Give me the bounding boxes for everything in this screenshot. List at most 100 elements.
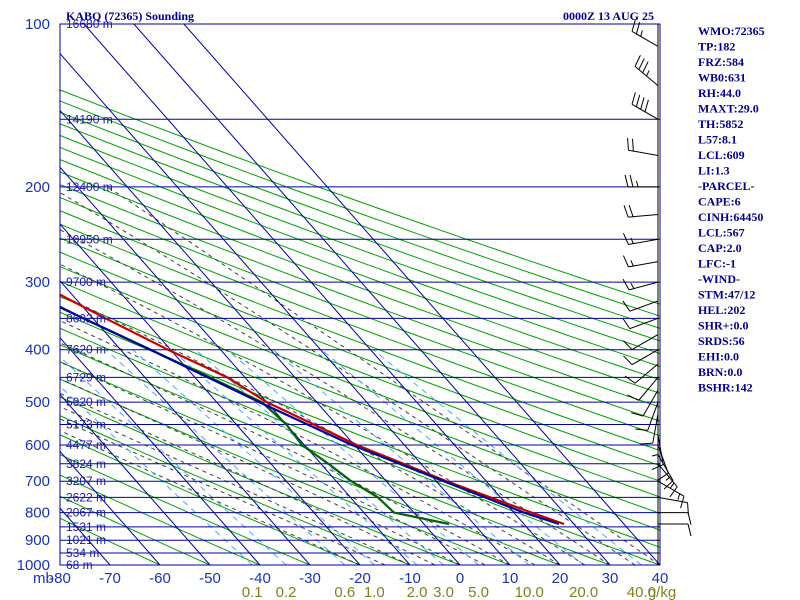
wind-barb-staff [652, 413, 659, 444]
pressure-tick-label: 900 [25, 532, 50, 549]
wind-barb-staff [629, 317, 659, 330]
moist-adiabat-line [60, 418, 386, 565]
sounding-traces [60, 293, 565, 526]
index-entry: STM:47/12 [698, 288, 755, 302]
isotherm-line [183, 24, 660, 565]
wind-barb [631, 19, 659, 47]
wind-barb-feather [640, 97, 645, 110]
wind-barb-feather [631, 19, 636, 32]
index-entry: EHI:0.0 [698, 350, 739, 364]
wind-barb-half-feather [630, 282, 635, 289]
wind-barb-feather [644, 99, 649, 112]
index-entry: CAP:2.0 [698, 241, 742, 255]
wind-barb-feather [622, 278, 630, 291]
isotherm-line [60, 450, 161, 565]
wind-barb-feather [622, 255, 629, 268]
index-entry: FRZ:584 [698, 55, 744, 69]
wind-barb [658, 512, 692, 525]
wind-barb [624, 174, 658, 188]
height-tick-label: 3207 m [66, 474, 106, 488]
wind-barb-staff [634, 363, 659, 384]
pressure-tick-label: 400 [25, 342, 50, 359]
height-tick-label: 6729 m [66, 370, 106, 384]
wind-barb-feather [687, 523, 692, 537]
pressure-tick-label: 700 [25, 473, 50, 490]
wind-barb-feather [687, 512, 692, 525]
mixing-ratio-tick-label: 2.0 [407, 584, 428, 600]
wind-barb-half-feather [651, 454, 659, 457]
isotherm-line [83, 24, 561, 565]
moist-adiabat-line [60, 361, 486, 565]
wind-barb-feather [638, 58, 645, 70]
moist-adiabat-line [60, 378, 461, 565]
wind-barb-feather [629, 174, 634, 187]
index-entry: RH:44.0 [698, 86, 741, 100]
pressure-tick-label: 200 [25, 179, 50, 196]
wind-barb-feather [651, 464, 664, 471]
temperature-tick-label: -40 [249, 570, 271, 587]
wind-barb-feather [622, 318, 631, 329]
height-tick-label: 1021 m [66, 533, 106, 547]
wind-barb-feather [631, 92, 636, 105]
index-entry: L57:8.1 [698, 133, 737, 147]
index-entry: SRDS:56 [698, 334, 745, 348]
temperature-tick-label: 10 [502, 570, 519, 587]
temperature-tick-label: 20 [552, 570, 569, 587]
index-entry: TP:182 [698, 40, 735, 54]
wind-barb-staff [631, 334, 659, 350]
pressure-tick-label: 800 [25, 505, 50, 522]
wind-barb [627, 377, 659, 401]
index-entry: -WIND- [698, 272, 740, 286]
temperature-tick-label: -60 [149, 570, 171, 587]
wind-barb-feather [630, 412, 644, 417]
wind-barb-feather [623, 355, 633, 366]
height-tick-label: 12400 m [66, 180, 113, 194]
wind-barb [622, 300, 659, 312]
parcel-trace [60, 306, 560, 526]
wind-barb-feather [622, 300, 631, 312]
pressure-unit-label: mb [33, 570, 54, 587]
isotherm-line [60, 336, 261, 565]
pressure-tick-label: 1000 [17, 557, 50, 574]
index-entry: LCL:567 [698, 226, 745, 240]
moist-adiabat-line [60, 192, 636, 565]
index-entry: CAPE:6 [698, 195, 741, 209]
height-tick-label: 1531 m [66, 520, 106, 534]
temperature-tick-label: -30 [299, 570, 321, 587]
index-entry: MAXT:29.0 [698, 102, 759, 116]
isotherm-line [60, 223, 361, 565]
temperature-tick-label: -10 [399, 570, 421, 587]
wind-barb-half-feather [665, 475, 671, 481]
pressure-tick-label: 100 [25, 16, 50, 33]
wind-barb-feather [635, 21, 641, 35]
wind-barb [622, 232, 659, 245]
wind-barb-staff [647, 401, 659, 431]
index-entry: SHR+:0.0 [698, 319, 749, 333]
wind-barb-feather [635, 428, 648, 431]
height-tick-label: 2622 m [66, 490, 106, 504]
wind-barb-half-feather [636, 180, 639, 187]
index-entry: -PARCEL- [698, 179, 754, 193]
mixing-ratio-line [272, 349, 530, 565]
height-tick-label: 9700 m [66, 275, 106, 289]
wind-barb [635, 401, 659, 431]
wind-barb [651, 434, 664, 471]
moist-adiabat-line [107, 186, 660, 565]
wind-barb-feather [632, 138, 634, 152]
index-entry: TH:5852 [698, 117, 743, 131]
wind-barb [630, 389, 659, 417]
height-tick-label: 7620 m [66, 343, 106, 357]
mixing-ratio-tick-label: 1.0 [364, 584, 385, 600]
height-tick-label: 534 m [66, 546, 99, 560]
wind-barb-half-feather [646, 70, 650, 77]
pressure-tick-label: 300 [25, 274, 50, 291]
station-title: KABQ (72365) Sounding [66, 9, 194, 23]
wind-barb [623, 334, 659, 350]
wind-barb-feather [628, 204, 634, 217]
index-entry: HEL:202 [698, 303, 745, 317]
wind-barb [622, 278, 659, 291]
wind-barb-staff [629, 300, 659, 312]
wind-barb-feather [624, 174, 629, 187]
height-tick-label: 16680 m [66, 17, 113, 31]
